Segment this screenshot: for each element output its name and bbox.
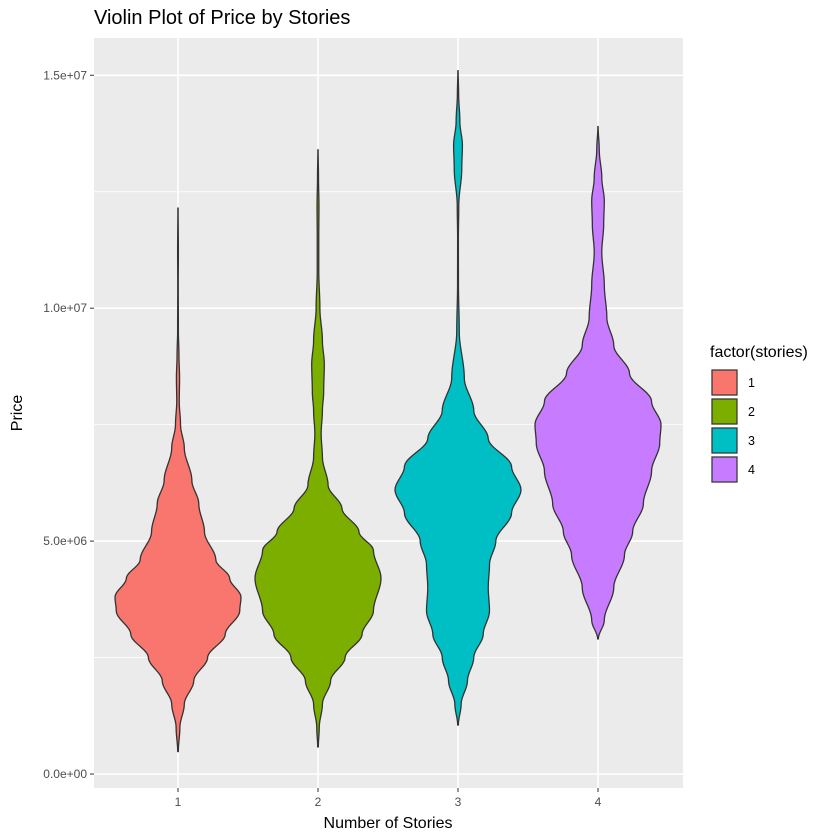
- legend-swatch-3: [711, 427, 738, 454]
- y-axis: 0.0e+00 5.0e+06 1.0e+07 1.5e+07: [43, 68, 94, 781]
- legend-swatch-1: [711, 369, 738, 396]
- violin-4: [534, 125, 662, 640]
- y-axis-title: Price: [9, 395, 26, 432]
- legend: factor(stories) 1 2 3 4: [710, 344, 808, 483]
- x-tick-label: 1: [175, 795, 182, 809]
- violins: [114, 69, 662, 753]
- legend-label-1: 1: [748, 376, 755, 390]
- x-axis: 1 2 3 4: [175, 788, 602, 809]
- y-tick-label: 5.0e+06: [43, 534, 87, 548]
- violin-1: [114, 207, 242, 753]
- legend-label-3: 3: [748, 434, 755, 448]
- y-tick-label: 1.5e+07: [43, 68, 87, 82]
- violin-2: [254, 149, 382, 748]
- legend-swatch-4: [711, 456, 738, 483]
- y-tick-label: 0.0e+00: [43, 767, 87, 781]
- y-tick-label: 1.0e+07: [43, 301, 87, 315]
- legend-title: factor(stories): [710, 344, 808, 361]
- x-axis-title: Number of Stories: [324, 815, 453, 832]
- violin-3: [394, 69, 522, 726]
- x-tick-label: 3: [455, 795, 462, 809]
- legend-swatch-2: [711, 398, 738, 425]
- legend-label-4: 4: [748, 463, 755, 477]
- chart-title: Violin Plot of Price by Stories: [94, 7, 350, 29]
- x-tick-label: 4: [595, 795, 602, 809]
- legend-label-2: 2: [748, 405, 755, 419]
- x-tick-label: 2: [315, 795, 322, 809]
